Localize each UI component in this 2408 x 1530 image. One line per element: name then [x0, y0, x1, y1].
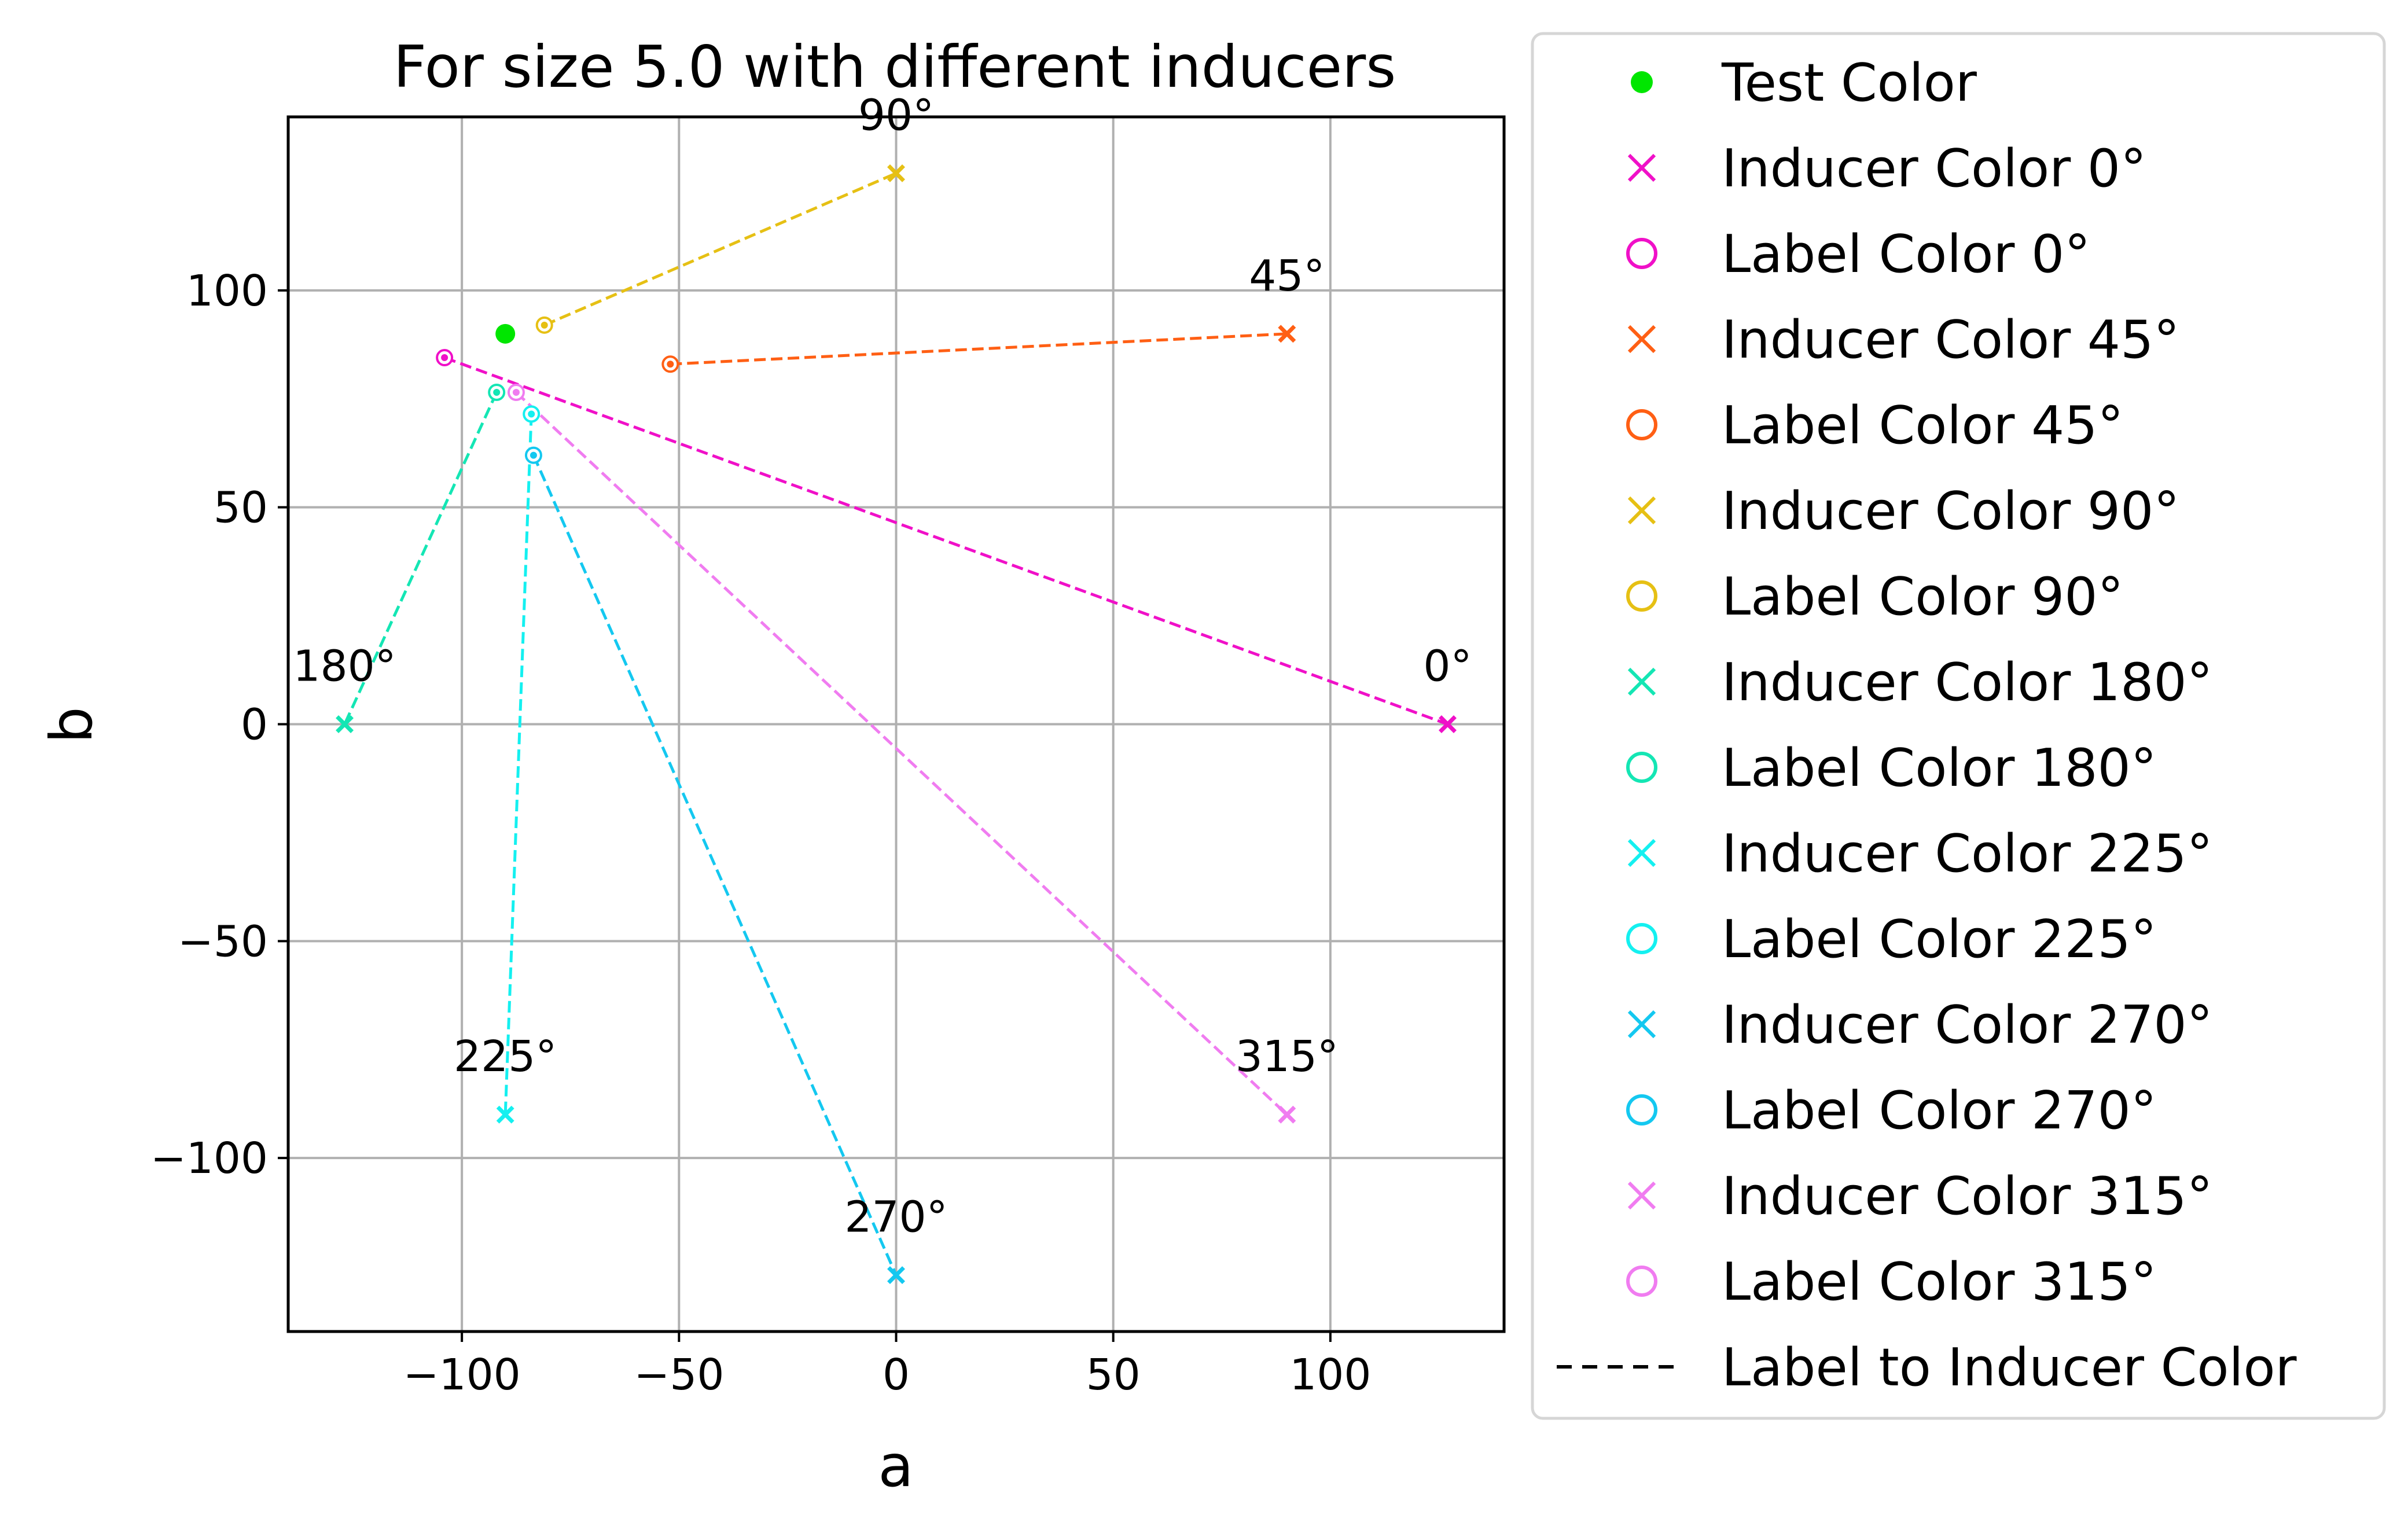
legend-entry-label: Inducer Color 45°: [1722, 310, 2179, 370]
legend-label-marker: [1626, 752, 1657, 783]
legend-entry-label: Label Color 0°: [1722, 224, 2090, 285]
legend-entry-label: Test Color: [1721, 53, 1977, 113]
angle-label: 45°: [1249, 251, 1325, 301]
label-color-point-core: [493, 389, 501, 396]
grid: [288, 117, 1504, 1332]
legend-label-marker: [1626, 409, 1657, 440]
chart-title: For size 5.0 with different inducers: [394, 33, 1396, 101]
y-tick-label: 50: [214, 483, 268, 533]
x-tick-label: −50: [634, 1350, 724, 1400]
y-tick-label: −100: [150, 1134, 268, 1183]
label-color-point-core: [528, 410, 535, 418]
angle-labels: 0° 45° 90° 180° 225° 270° 315°: [293, 90, 1472, 1242]
axis-ticks: −100 −50 0 50 100 −100 −50 0 50 100: [150, 266, 1372, 1400]
legend-inducer-marker: [1627, 1181, 1656, 1210]
legend-entry-label: Inducer Color 180°: [1722, 652, 2213, 713]
legend-inducer-marker: [1627, 325, 1656, 354]
test-color-point: [495, 323, 516, 344]
legend-inducer-marker: [1627, 1010, 1656, 1039]
x-tick-label: 0: [883, 1350, 910, 1400]
x-tick-label: 100: [1289, 1350, 1371, 1400]
legend-entry-label: Label Color 45°: [1722, 395, 2124, 456]
label-color-point-core: [530, 451, 537, 459]
legend-label-marker: [1626, 1094, 1657, 1126]
inducer-color-point: [1278, 325, 1296, 343]
connector-lines: [343, 172, 1449, 1276]
y-tick-label: 0: [241, 700, 268, 750]
y-axis-label: b: [38, 707, 105, 743]
x-axis-label: a: [878, 1432, 913, 1500]
legend-entry-label: Label Color 90°: [1722, 567, 2124, 627]
legend-entry-label: Inducer Color 315°: [1722, 1166, 2213, 1227]
legend-inducer-marker: [1627, 153, 1656, 182]
connector-line: [343, 391, 498, 725]
legend: Test Color Inducer Color 0° Label Color 0°…: [1531, 32, 2386, 1420]
connector-line: [444, 356, 1449, 726]
legend-entry-label: Label Color 180°: [1722, 738, 2157, 799]
y-tick-label: 100: [186, 266, 268, 316]
y-tick-label: −50: [178, 917, 268, 966]
legend-entry-label: Inducer Color 0°: [1722, 138, 2146, 199]
x-tick-label: −100: [403, 1350, 521, 1400]
legend-inducer-marker: [1627, 496, 1656, 525]
inducer-color-point: [887, 164, 905, 182]
angle-label: 225°: [454, 1032, 557, 1082]
legend-label-marker: [1626, 1266, 1657, 1297]
legend-inducer-marker: [1627, 838, 1656, 867]
legend-entry-label: Inducer Color 225°: [1722, 823, 2213, 884]
legend-entry-label: Inducer Color 90°: [1722, 481, 2179, 542]
legend-label-marker: [1626, 238, 1657, 269]
label-color-point-core: [541, 321, 548, 329]
connector-line: [532, 454, 898, 1276]
legend-box: [1531, 32, 2386, 1420]
label-color-point-core: [667, 361, 674, 368]
angle-label: 315°: [1236, 1032, 1339, 1082]
legend-test-color-marker: [1631, 71, 1653, 93]
angle-label: 180°: [293, 642, 396, 692]
connector-line: [515, 391, 1288, 1116]
markers: [336, 164, 1457, 1285]
label-color-point-core: [441, 354, 448, 362]
angle-label: 90°: [858, 90, 934, 140]
inducer-color-point: [336, 715, 354, 733]
inducer-color-point: [1438, 715, 1457, 733]
connector-line: [503, 414, 533, 1115]
connector-line: [543, 172, 897, 327]
x-tick-label: 50: [1086, 1350, 1141, 1400]
legend-label-marker: [1626, 923, 1657, 954]
inducer-color-point: [1278, 1105, 1296, 1124]
inducer-color-point: [496, 1105, 514, 1124]
angle-label: 270°: [844, 1193, 947, 1242]
inducer-color-point: [887, 1266, 905, 1285]
legend-entry-label: Label Color 225°: [1722, 909, 2157, 970]
legend-entry-label: Label Color 270°: [1722, 1080, 2157, 1141]
legend-entry-label: Inducer Color 270°: [1722, 995, 2213, 1055]
angle-label: 0°: [1423, 642, 1472, 692]
label-color-point-core: [512, 389, 520, 396]
legend-label-marker: [1626, 580, 1657, 612]
legend-entry-label: Label Color 315°: [1722, 1252, 2157, 1312]
legend-inducer-marker: [1627, 667, 1656, 696]
legend-entry-label: Label to Inducer Color: [1722, 1337, 2297, 1398]
connector-line: [670, 332, 1287, 366]
